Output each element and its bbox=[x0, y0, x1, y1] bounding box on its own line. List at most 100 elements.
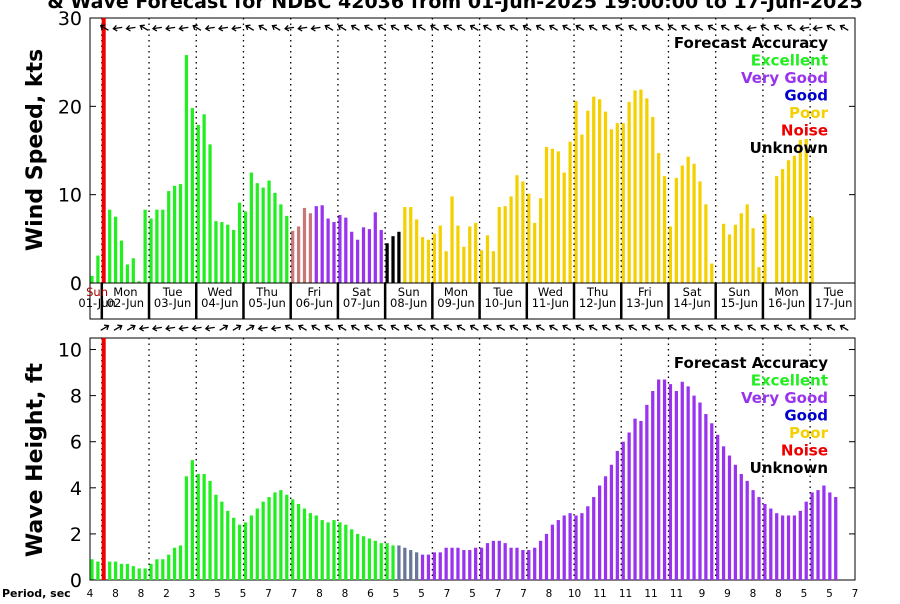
day-of-week-label: Mon bbox=[113, 285, 137, 299]
direction-arrow bbox=[733, 324, 743, 331]
bar bbox=[562, 515, 566, 580]
bar bbox=[456, 225, 460, 283]
direction-arrow bbox=[482, 324, 492, 331]
bar bbox=[639, 89, 643, 283]
date-label: 15-Jun bbox=[721, 296, 758, 310]
direction-arrow bbox=[284, 24, 295, 32]
day-of-week-label: Thu bbox=[586, 285, 609, 299]
bar bbox=[792, 155, 797, 283]
direction-arrow bbox=[773, 324, 783, 331]
direction-arrow bbox=[813, 324, 823, 331]
direction-arrow bbox=[350, 324, 360, 331]
bar bbox=[834, 497, 838, 580]
bar bbox=[485, 235, 490, 283]
bar bbox=[426, 239, 431, 283]
bar bbox=[178, 184, 183, 283]
bar bbox=[403, 547, 407, 580]
direction-arrow bbox=[522, 24, 532, 31]
period-value: 7 bbox=[495, 588, 502, 600]
bar bbox=[420, 237, 425, 283]
bar bbox=[621, 123, 625, 284]
direction-arrow bbox=[839, 24, 849, 31]
bar bbox=[450, 196, 454, 283]
direction-arrow bbox=[257, 324, 268, 332]
direction-arrow bbox=[113, 324, 123, 331]
bar bbox=[326, 218, 330, 283]
direction-arrow bbox=[575, 324, 585, 331]
direction-arrow bbox=[522, 324, 532, 331]
bar bbox=[226, 224, 230, 283]
bar bbox=[657, 153, 661, 283]
bar bbox=[509, 196, 513, 283]
legend-item: Good bbox=[784, 87, 828, 105]
direction-arrow bbox=[204, 324, 215, 332]
bar bbox=[627, 432, 631, 580]
bar bbox=[662, 379, 667, 580]
bar bbox=[556, 151, 560, 283]
direction-arrow bbox=[681, 324, 691, 331]
day-of-week-label: Tue bbox=[823, 285, 844, 299]
legend-item: Excellent bbox=[751, 52, 828, 70]
legend-item: Noise bbox=[781, 122, 828, 140]
bar bbox=[355, 533, 360, 580]
bar bbox=[810, 216, 814, 283]
period-value: 6 bbox=[367, 588, 374, 600]
direction-arrow bbox=[535, 24, 545, 31]
period-value: 5 bbox=[240, 588, 247, 600]
wave-panel: 0 2 4 6 8 10 Wave Height, ft Forecast AccuracyE… bbox=[23, 324, 856, 592]
bar bbox=[296, 226, 301, 283]
bar bbox=[184, 476, 189, 580]
bar bbox=[450, 547, 454, 580]
bar bbox=[291, 499, 295, 580]
bar bbox=[568, 513, 572, 580]
bar bbox=[727, 234, 732, 283]
bar bbox=[397, 545, 401, 580]
bar bbox=[710, 423, 714, 580]
bar bbox=[196, 473, 200, 580]
bar bbox=[308, 213, 313, 283]
bar bbox=[409, 207, 413, 283]
legend-item: Poor bbox=[789, 424, 829, 442]
day-of-week-label: Sun bbox=[398, 285, 420, 299]
date-label: 01-Jun bbox=[78, 296, 115, 310]
direction-arrow bbox=[430, 24, 440, 31]
direction-arrow bbox=[178, 324, 189, 332]
direction-arrow bbox=[575, 24, 585, 31]
direction-arrow bbox=[588, 324, 598, 331]
direction-arrow bbox=[284, 324, 294, 331]
bar bbox=[173, 185, 177, 283]
direction-arrow bbox=[364, 24, 374, 31]
bar bbox=[243, 522, 248, 580]
bar bbox=[338, 214, 342, 283]
bar bbox=[704, 204, 708, 283]
direction-arrow bbox=[799, 24, 810, 32]
bar bbox=[698, 402, 702, 580]
date-strip bbox=[89, 282, 856, 320]
bar bbox=[302, 207, 307, 283]
direction-arrow bbox=[126, 324, 136, 331]
direction-arrow bbox=[667, 324, 677, 331]
bar bbox=[763, 214, 767, 283]
bar bbox=[503, 206, 507, 283]
period-value: 7 bbox=[852, 588, 859, 600]
bar bbox=[214, 494, 218, 580]
period-value: 8 bbox=[138, 588, 145, 600]
bar bbox=[131, 566, 135, 580]
legend-title: Forecast Accuracy bbox=[674, 354, 828, 372]
bar bbox=[621, 441, 625, 580]
bar bbox=[798, 139, 802, 283]
direction-arrow bbox=[191, 324, 202, 332]
direction-arrow bbox=[337, 24, 347, 31]
bar bbox=[485, 543, 490, 580]
bar bbox=[733, 464, 738, 580]
bar bbox=[243, 211, 248, 283]
bar bbox=[515, 547, 519, 580]
bar bbox=[533, 222, 537, 283]
y-tick-label: 2 bbox=[70, 524, 82, 546]
bar bbox=[668, 384, 673, 580]
bar bbox=[462, 246, 466, 283]
legend-item: Unknown bbox=[750, 139, 828, 157]
bar bbox=[544, 146, 549, 283]
direction-arrow bbox=[760, 324, 770, 331]
bar bbox=[391, 545, 395, 580]
